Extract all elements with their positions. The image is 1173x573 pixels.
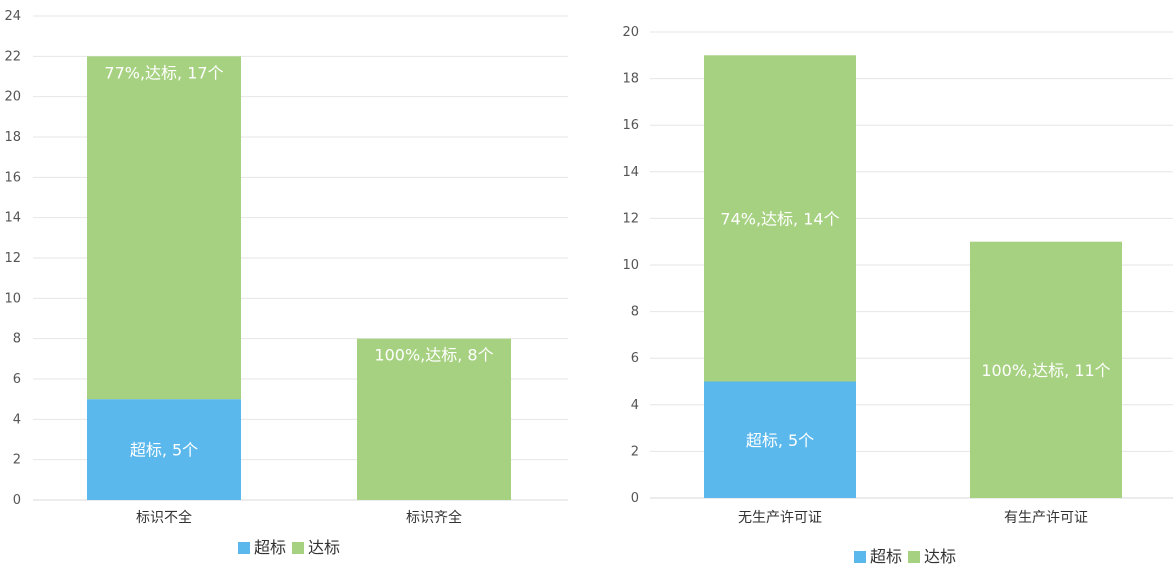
y-tick-label: 20: [4, 90, 21, 105]
data-label-pass-0: 74%,达标, 14个: [720, 209, 839, 228]
y-tick-label: 16: [622, 118, 639, 133]
data-label-pass-1: 100%,达标, 11个: [981, 361, 1110, 380]
data-label-exceed-0: 超标, 5个: [746, 431, 814, 450]
y-tick-label: 6: [13, 372, 21, 387]
y-tick-label: 4: [631, 398, 639, 413]
y-tick-label: 4: [13, 412, 21, 427]
x-category-label: 有生产许可证: [1004, 510, 1088, 526]
data-label-pass-1: 100%,达标, 8个: [374, 346, 493, 365]
data-label-pass-0: 77%,达标, 17个: [104, 63, 223, 82]
y-tick-label: 10: [622, 258, 639, 273]
y-tick-label: 0: [631, 491, 639, 506]
y-tick-label: 18: [4, 130, 21, 145]
y-tick-label: 2: [631, 444, 639, 459]
y-tick-label: 16: [4, 170, 21, 185]
bar-exceed-0: [87, 399, 241, 500]
y-tick-label: 6: [631, 351, 639, 366]
legend: 超标 达标: [854, 547, 956, 566]
bar-pass-0: [704, 55, 856, 382]
bar-pass-1: [970, 241, 1122, 498]
x-category-label: 无生产许可证: [738, 510, 822, 526]
legend-label-pass: 达标: [308, 538, 340, 557]
legend-label-exceed: 超标: [254, 538, 286, 557]
x-category-label: 标识齐全: [406, 509, 462, 526]
legend-label-pass: 达标: [924, 547, 956, 566]
x-category-label: 标识不全: [136, 509, 192, 526]
y-tick-label: 12: [622, 211, 639, 226]
chart-right: 0 2 4 6 8 10 12 14 16 18 20 超标, 5个 74%,达标, 14个无生产许可证…: [622, 25, 1173, 566]
y-tick-label: 14: [4, 211, 21, 226]
y-tick-label: 14: [622, 165, 639, 180]
y-tick-label: 8: [13, 332, 21, 347]
bar-pass-0: [87, 56, 241, 400]
y-tick-label: 12: [4, 251, 21, 266]
data-label-exceed-0: 超标, 5个: [130, 441, 198, 460]
y-tick-label: 22: [4, 49, 21, 64]
legend-swatch-exceed: [238, 542, 250, 554]
y-tick-label: 20: [622, 25, 639, 40]
legend-swatch-pass: [908, 551, 920, 563]
y-tick-label: 10: [4, 291, 21, 306]
legend-label-exceed: 超标: [870, 547, 902, 566]
legend: 超标 达标: [238, 538, 340, 557]
y-tick-label: 24: [4, 9, 21, 24]
bar-exceed-0: [704, 381, 856, 498]
legend-swatch-pass: [292, 542, 304, 554]
bar-pass-1: [357, 338, 511, 500]
y-tick-label: 8: [631, 305, 639, 320]
y-tick-label: 0: [13, 493, 21, 508]
y-tick-label: 18: [622, 72, 639, 87]
legend-swatch-exceed: [854, 551, 866, 563]
y-tick-label: 2: [13, 453, 21, 468]
